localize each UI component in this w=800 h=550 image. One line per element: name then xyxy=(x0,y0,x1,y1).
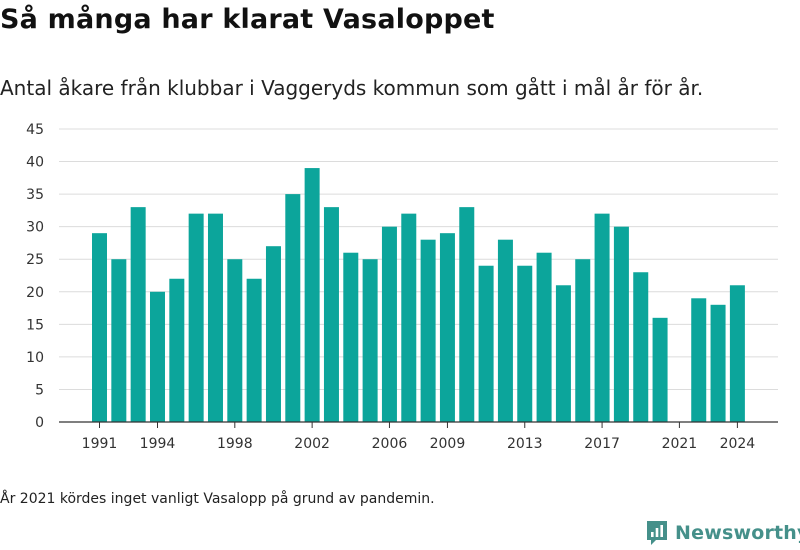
bar-1994 xyxy=(149,291,165,422)
bar-2006 xyxy=(381,226,397,422)
x-tick-label: 2013 xyxy=(507,436,543,452)
bar-2019 xyxy=(633,272,649,422)
bar-chart: 0 5 10 15 20 25 30 35 40 45 1991 1994 1998 2002 2006 2… xyxy=(26,122,778,452)
bar-2017 xyxy=(594,213,610,422)
bar-2005 xyxy=(362,259,378,422)
bar-1991 xyxy=(92,233,107,422)
bar-2011 xyxy=(478,265,494,422)
x-tick-label: 1991 xyxy=(82,436,118,452)
y-tick-label: 0 xyxy=(35,415,44,431)
bar-2001 xyxy=(285,194,301,422)
x-tick-label: 2024 xyxy=(720,436,756,452)
y-tick-label: 45 xyxy=(26,122,44,138)
y-tick-label: 40 xyxy=(26,155,44,171)
gridlines xyxy=(59,128,778,390)
y-tick-label: 25 xyxy=(26,252,44,268)
bar-1997 xyxy=(207,213,223,422)
bar-2018 xyxy=(613,226,629,422)
bar-2009 xyxy=(439,233,455,422)
bar-2020 xyxy=(652,317,668,422)
bar-2015 xyxy=(555,285,571,422)
y-tick-label: 30 xyxy=(26,220,44,236)
newsworthy-logo: Newsworthy xyxy=(645,519,800,547)
bar-2013 xyxy=(517,265,533,422)
bar-2002 xyxy=(304,168,320,422)
y-axis-ticks: 0 5 10 15 20 25 30 35 40 45 xyxy=(26,122,44,431)
x-axis-ticks: 1991 1994 1998 2002 2006 2009 2013 2017 2021 2024 xyxy=(82,422,756,452)
x-tick-label: 1994 xyxy=(140,436,176,452)
bar-2008 xyxy=(420,239,436,422)
x-tick-label: 2017 xyxy=(584,436,620,452)
y-tick-label: 35 xyxy=(26,187,44,203)
bar-2014 xyxy=(536,252,552,422)
bar-2024 xyxy=(729,285,745,422)
brand-name: Newsworthy xyxy=(675,522,800,544)
chart-title: Så många har klarat Vasaloppet xyxy=(0,4,495,35)
x-tick-label: 2009 xyxy=(430,436,466,452)
y-tick-label: 10 xyxy=(26,350,44,366)
bar-1995 xyxy=(169,278,185,422)
y-tick-label: 5 xyxy=(35,382,44,398)
bar-1992 xyxy=(111,259,127,422)
bars xyxy=(92,168,745,422)
y-tick-label: 15 xyxy=(26,317,44,333)
bar-2016 xyxy=(575,259,591,422)
bar-2000 xyxy=(265,246,281,422)
bar-2023 xyxy=(710,304,726,422)
chart-subtitle: Antal åkare från klubbar i Vaggeryds kom… xyxy=(0,76,704,100)
bar-1993 xyxy=(130,207,146,422)
bar-2007 xyxy=(401,213,417,422)
x-tick-label: 2006 xyxy=(372,436,408,452)
bar-1996 xyxy=(188,213,204,422)
bar-1999 xyxy=(246,278,262,422)
bar-2004 xyxy=(343,252,359,422)
bar-2022 xyxy=(691,298,707,422)
bar-2012 xyxy=(497,239,513,422)
bar-2003 xyxy=(323,207,339,422)
x-tick-label: 2002 xyxy=(294,436,330,452)
footnote: År 2021 kördes inget vanligt Vasalopp på… xyxy=(0,491,435,507)
bar-2010 xyxy=(459,207,475,422)
bar-1998 xyxy=(227,259,243,422)
newsworthy-icon xyxy=(647,521,667,545)
x-tick-label: 2021 xyxy=(662,436,698,452)
y-tick-label: 20 xyxy=(26,285,44,301)
x-tick-label: 1998 xyxy=(217,436,253,452)
